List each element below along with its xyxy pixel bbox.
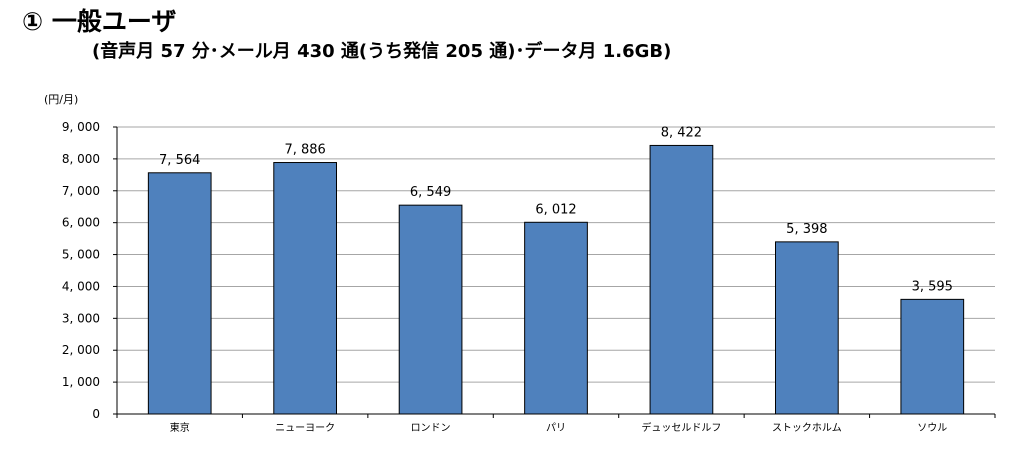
bar-value-label: 7, 886 bbox=[284, 143, 325, 158]
bar bbox=[147, 172, 212, 415]
category-label: デュッセルドルフ bbox=[641, 421, 721, 434]
y-tick-label: 1, 000 bbox=[62, 375, 100, 389]
y-tick-label: 3, 000 bbox=[62, 311, 100, 325]
axes bbox=[113, 126, 996, 418]
bar-value-label: 5, 398 bbox=[786, 222, 827, 237]
bar-value-label: 8, 422 bbox=[661, 125, 702, 140]
bar-value-label: 7, 564 bbox=[159, 153, 200, 168]
y-tick-label: 9, 000 bbox=[62, 120, 100, 134]
bars bbox=[147, 144, 965, 415]
y-tick-label: 4, 000 bbox=[62, 279, 100, 293]
category-label: パリ bbox=[546, 422, 566, 434]
bar-value-label: 3, 595 bbox=[912, 279, 953, 294]
y-tick-label: 5, 000 bbox=[62, 248, 100, 262]
y-tick-label: 7, 000 bbox=[62, 184, 100, 198]
y-tick-label: 0 bbox=[92, 407, 100, 421]
bar-value-label: 6, 012 bbox=[535, 202, 576, 217]
bar bbox=[273, 162, 337, 415]
y-tick-label: 8, 000 bbox=[62, 152, 100, 166]
section-title: ① 一般ユーザ bbox=[22, 7, 177, 36]
category-label: ソウル bbox=[917, 422, 947, 434]
bar bbox=[649, 144, 714, 415]
labels: 0 1, 000 2, 000 3, 000 4, 000 5, 000 6, 000 7, … bbox=[62, 120, 953, 434]
bar-value-label: 6, 549 bbox=[410, 185, 451, 200]
bar bbox=[900, 298, 965, 415]
y-tick-label: 6, 000 bbox=[62, 216, 100, 230]
category-label: ロンドン bbox=[411, 423, 451, 434]
y-tick-label: 2, 000 bbox=[62, 343, 100, 357]
category-label: ストックホルム bbox=[772, 422, 842, 434]
bar bbox=[775, 241, 839, 415]
bar bbox=[398, 204, 463, 415]
category-label: 東京 bbox=[170, 421, 190, 434]
section-subtitle: (音声月 57 分･メール月 430 通(うち発信 205 通)･データ月 1.… bbox=[92, 41, 672, 62]
category-label: ニューヨーク bbox=[275, 422, 335, 434]
y-axis-unit-label: (円/月) bbox=[44, 93, 79, 106]
bar bbox=[524, 221, 588, 415]
